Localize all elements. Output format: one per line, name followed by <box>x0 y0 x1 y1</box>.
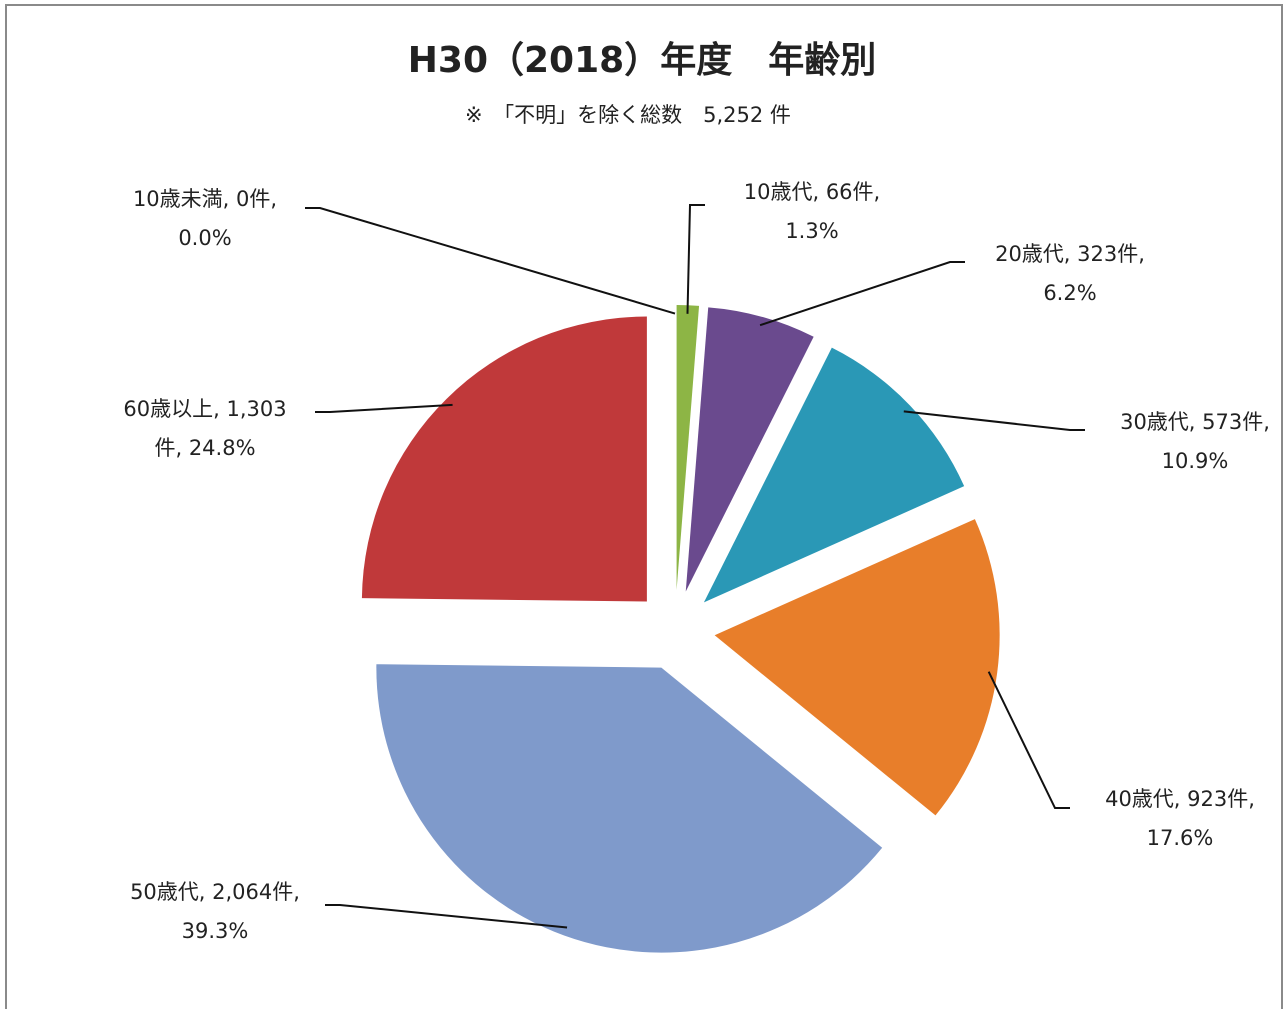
data-label: 0.0% <box>178 226 231 250</box>
data-label: 30歳代, 573件, <box>1120 410 1270 434</box>
pie-slice <box>714 519 1000 816</box>
leader-line <box>987 671 1070 809</box>
data-label: 50歳代, 2,064件, <box>130 880 300 904</box>
leader-line <box>305 207 676 315</box>
leader-line <box>686 204 705 314</box>
chart-title: H30（2018）年度 年齢別 <box>408 40 876 81</box>
data-label: 40歳代, 923件, <box>1105 787 1255 811</box>
data-label: 20歳代, 323件, <box>995 242 1145 266</box>
leader-line <box>315 403 453 413</box>
data-label: 39.3% <box>182 919 249 943</box>
leader-line <box>903 410 1085 431</box>
data-label: 60歳以上, 1,303 <box>123 397 286 421</box>
data-label: 17.6% <box>1147 826 1214 850</box>
data-label: 1.3% <box>785 219 838 243</box>
pie-slice <box>676 305 700 591</box>
pie-slice <box>703 347 965 603</box>
data-label: 10歳代, 66件, <box>744 180 880 204</box>
data-label: 6.2% <box>1043 281 1096 305</box>
pie-slice <box>685 307 814 592</box>
pie-slice <box>361 316 647 602</box>
data-label: 10.9% <box>1162 449 1229 473</box>
data-label: 件, 24.8% <box>154 436 255 460</box>
pie-slice <box>376 664 883 953</box>
chart-subtitle: ※ 「不明」を除く総数 5,252 件 <box>465 103 791 127</box>
leader-line <box>759 261 965 327</box>
leader-line <box>325 904 568 929</box>
data-label: 10歳未満, 0件, <box>133 187 277 211</box>
